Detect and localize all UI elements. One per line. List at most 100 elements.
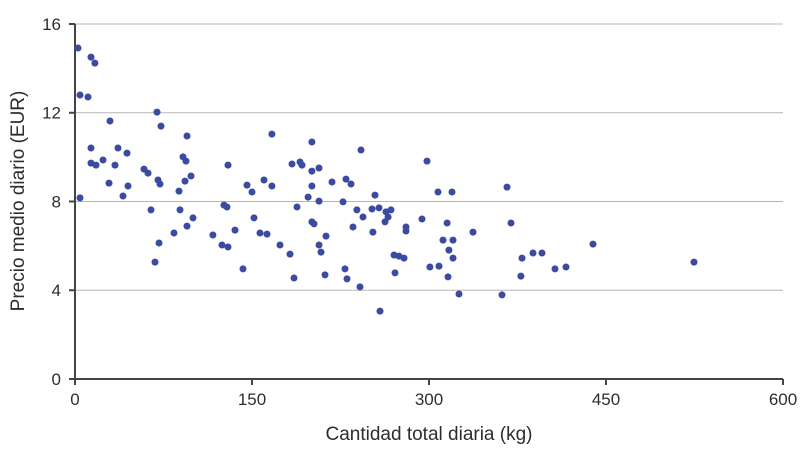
data-point [268, 182, 276, 190]
data-point [538, 249, 546, 257]
data-point [507, 219, 515, 227]
data-point [124, 182, 132, 190]
data-point [111, 161, 119, 169]
data-point [176, 206, 184, 214]
data-point [87, 144, 95, 152]
data-point [248, 188, 256, 196]
data-point [268, 130, 276, 138]
data-point [359, 213, 367, 221]
data-point [76, 91, 84, 99]
data-point [144, 169, 152, 177]
data-point [181, 177, 189, 185]
data-point [448, 188, 456, 196]
data-point [322, 232, 330, 240]
data-point [551, 265, 559, 273]
data-point [339, 198, 347, 206]
data-point [317, 248, 325, 256]
data-point [106, 117, 114, 125]
data-point [341, 265, 349, 273]
data-point [91, 59, 99, 67]
data-points [74, 44, 698, 315]
data-point [308, 138, 316, 146]
x-tick-label: 450 [592, 390, 620, 409]
data-point [376, 307, 384, 315]
data-point [529, 249, 537, 257]
data-point [369, 228, 377, 236]
data-point [239, 265, 247, 273]
data-point [402, 227, 410, 235]
data-point [349, 223, 357, 231]
data-point [562, 263, 570, 271]
data-point [99, 156, 107, 164]
data-point [153, 108, 161, 116]
data-point [263, 230, 271, 238]
data-point [231, 226, 239, 234]
data-point [315, 241, 323, 249]
gridlines [75, 23, 783, 291]
x-tick-label: 300 [415, 390, 443, 409]
tick-labels: 0 4 8 12 16 0 150 300 450 600 [42, 15, 797, 409]
data-point [368, 205, 376, 213]
data-point [224, 161, 232, 169]
data-point [223, 203, 231, 211]
data-point [276, 241, 284, 249]
data-point [84, 93, 92, 101]
data-point [589, 240, 597, 248]
data-point [286, 250, 294, 258]
data-point [347, 180, 355, 188]
data-point [218, 241, 226, 249]
data-point [260, 176, 268, 184]
data-point [183, 132, 191, 140]
data-point [321, 271, 329, 279]
data-point [74, 44, 82, 52]
x-tick-label: 600 [769, 390, 797, 409]
y-tick-label: 12 [42, 104, 61, 123]
data-point [250, 214, 258, 222]
y-tick-label: 4 [52, 281, 61, 300]
data-point [288, 160, 296, 168]
data-point [469, 228, 477, 236]
data-point [400, 254, 408, 262]
data-point [690, 258, 698, 266]
tick-marks [69, 23, 784, 385]
data-point [114, 144, 122, 152]
data-point [293, 203, 301, 211]
data-point [105, 179, 113, 187]
data-point [517, 272, 525, 280]
data-point [435, 262, 443, 270]
data-point [356, 283, 364, 291]
data-point [381, 218, 389, 226]
data-point [434, 188, 442, 196]
y-axis-title: Precio medio diario (EUR) [8, 90, 29, 312]
y-tick-label: 8 [52, 192, 61, 211]
data-point [304, 193, 312, 201]
x-tick-label: 0 [70, 390, 79, 409]
data-point [455, 290, 463, 298]
data-point [498, 291, 506, 299]
data-point [449, 236, 457, 244]
data-point [328, 178, 336, 186]
data-point [444, 273, 452, 281]
data-point [170, 229, 178, 237]
data-point [357, 146, 365, 154]
data-point [418, 215, 426, 223]
data-point [445, 246, 453, 254]
data-point [391, 269, 399, 277]
data-point [449, 254, 457, 262]
x-axis-title: Cantidad total diaria (kg) [325, 424, 533, 445]
data-point [189, 214, 197, 222]
data-point [310, 220, 318, 228]
data-point [157, 122, 165, 130]
data-point [87, 53, 95, 61]
data-point [371, 191, 379, 199]
data-point [187, 172, 195, 180]
data-point [156, 180, 164, 188]
data-point [155, 239, 163, 247]
data-point [342, 175, 350, 183]
data-point [298, 161, 306, 169]
data-point [224, 243, 232, 251]
data-point [387, 206, 395, 214]
data-point [209, 231, 217, 239]
